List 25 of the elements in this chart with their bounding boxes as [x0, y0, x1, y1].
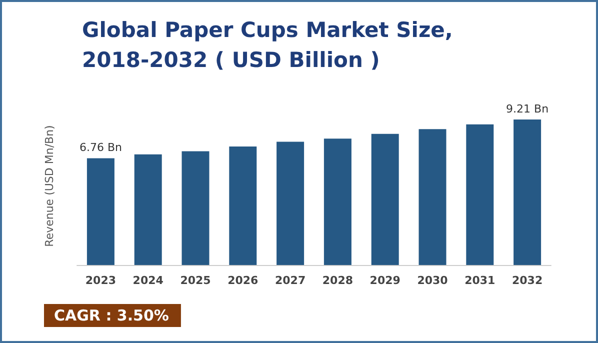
bar — [466, 124, 494, 265]
x-tick-label: 2028 — [322, 274, 354, 287]
bar — [418, 129, 446, 265]
bar — [514, 119, 542, 265]
x-tick-label: 2026 — [228, 274, 259, 287]
data-label: 6.76 Bn — [79, 141, 122, 154]
x-tick-label: 2027 — [274, 274, 306, 287]
x-tick-label: 2032 — [512, 274, 543, 287]
x-tick-label: 2023 — [85, 274, 116, 287]
x-tick-label: 2031 — [464, 274, 496, 287]
bar — [182, 151, 210, 265]
bar — [324, 138, 352, 265]
x-tick-label: 2024 — [132, 274, 164, 287]
text: CAGR : 3.50% — [54, 306, 169, 324]
chart-title: Global Paper Cups Market Size, 2018-2032 ( USD Billion ) — [82, 18, 460, 72]
bar — [229, 146, 257, 265]
y-axis-title: Revenue (USD Mn/Bn) — [43, 125, 56, 247]
data-label: 9.21 Bn — [506, 102, 549, 116]
bar — [276, 142, 304, 265]
bar — [371, 134, 399, 265]
x-tick-label: 2030 — [417, 274, 448, 287]
bar — [86, 158, 114, 265]
bar — [134, 154, 162, 265]
x-tick-label: 2029 — [370, 274, 400, 287]
x-tick-label: 2025 — [180, 274, 211, 287]
